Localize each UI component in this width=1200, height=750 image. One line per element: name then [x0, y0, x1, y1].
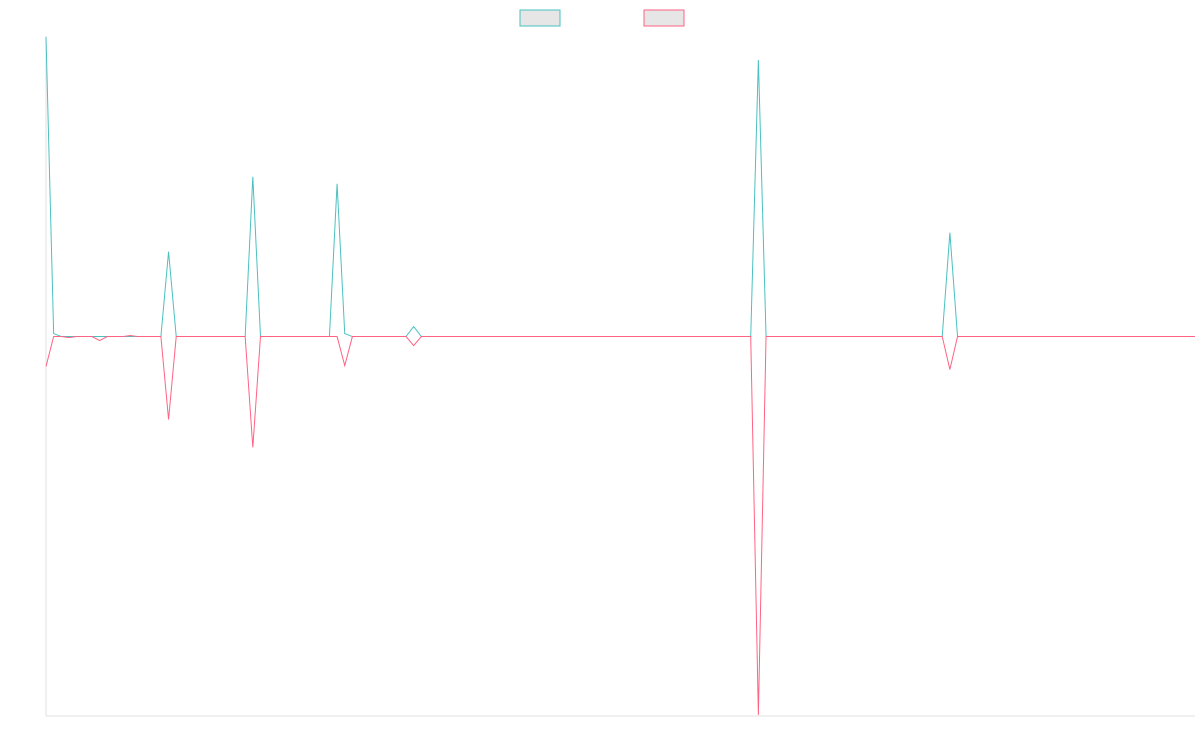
series-line	[45, 335, 1195, 716]
legend-swatch	[519, 9, 561, 27]
series-line	[45, 36, 1195, 338]
legend-swatch	[643, 9, 685, 27]
